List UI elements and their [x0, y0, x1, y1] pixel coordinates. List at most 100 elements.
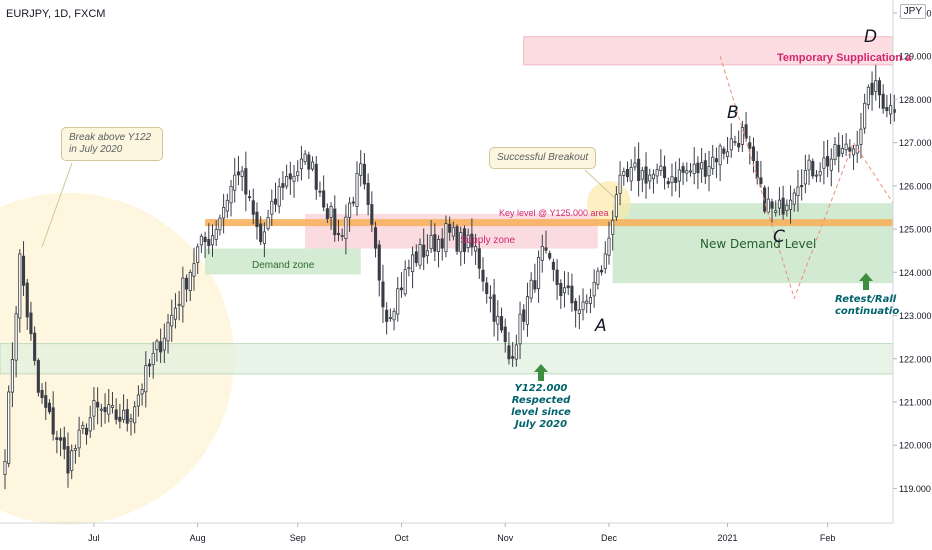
- candle-bull: [225, 199, 229, 212]
- candle-bull: [670, 176, 674, 184]
- candle-bull: [310, 161, 315, 170]
- candle-bull: [529, 279, 533, 299]
- candle-bull: [270, 200, 274, 215]
- candle-bear: [288, 173, 292, 180]
- candle-bull: [581, 301, 585, 311]
- candle-bear: [448, 223, 452, 233]
- candle-bull: [144, 365, 148, 393]
- price-tick-label: 125.000: [899, 225, 932, 235]
- up-arrow-retest: [859, 273, 873, 290]
- candle-bull: [537, 257, 541, 290]
- candle-bull: [777, 199, 781, 209]
- candle-bear: [751, 146, 756, 161]
- candle-bear: [755, 161, 759, 179]
- candle-bear: [33, 332, 37, 361]
- candle-bear: [21, 255, 26, 286]
- price-tick-label: 123.000: [899, 311, 932, 321]
- candle-bull: [618, 174, 622, 194]
- price-tick-label: 128.000: [899, 95, 932, 105]
- breakout-callout: Successful Breakout: [489, 147, 597, 169]
- candle-bear: [125, 409, 129, 424]
- candle-bear: [366, 182, 370, 205]
- candle-bull: [411, 254, 415, 272]
- candle-bear: [185, 277, 189, 290]
- candle-bull: [733, 141, 737, 143]
- price-axis: 130.000129.000128.000127.000126.000125.0…: [892, 0, 932, 523]
- candle-bull: [788, 199, 793, 210]
- candle-bear: [481, 269, 485, 282]
- candle-bear: [322, 190, 326, 208]
- candle-bear: [637, 158, 641, 181]
- candle-bear: [811, 160, 815, 177]
- candle-bull: [796, 186, 800, 196]
- candle-bear: [462, 228, 467, 253]
- candle-bull: [151, 352, 155, 366]
- candle-bull: [229, 185, 233, 204]
- candle-bear: [800, 185, 804, 188]
- candle-bull: [525, 296, 530, 325]
- point-d-label: D: [864, 27, 878, 47]
- candle-bear: [281, 183, 285, 188]
- candle-bull: [711, 156, 715, 170]
- candle-bear: [885, 107, 889, 112]
- candle-bull: [466, 234, 470, 248]
- candle-bull: [170, 314, 174, 327]
- candle-bull: [863, 102, 867, 129]
- candle-bull: [729, 138, 733, 151]
- candle-bull: [262, 231, 266, 244]
- candle-bull: [348, 202, 352, 218]
- time-tick-label: Jul: [88, 533, 100, 543]
- candle-bear: [36, 360, 40, 393]
- point-b-label: B: [727, 103, 739, 123]
- candle-bull: [629, 167, 633, 182]
- candle-bull: [396, 288, 400, 315]
- candle-bear: [826, 156, 830, 167]
- candle-bear: [29, 312, 33, 335]
- price-tick-label: 122.000: [899, 354, 932, 364]
- candle-bear: [574, 300, 578, 311]
- candle-bull: [677, 169, 681, 182]
- candle-bull: [140, 389, 144, 395]
- candle-bull: [181, 277, 185, 307]
- candle-bull: [292, 175, 296, 182]
- candle-bull: [425, 250, 429, 257]
- candle-bear: [499, 316, 504, 331]
- time-axis: Jul Aug Sep Oct Nov Dec 2021 Feb: [0, 522, 893, 543]
- candle-bear: [84, 427, 89, 435]
- candle-bear: [492, 294, 496, 322]
- candle-bull: [355, 173, 359, 207]
- chart-title: EURJPY, 1D, FXCM: [6, 8, 106, 20]
- candle-bull: [10, 359, 14, 393]
- candle-bear: [203, 236, 207, 243]
- candle-bull: [688, 170, 693, 173]
- candle-bull: [488, 296, 492, 299]
- candle-bear: [570, 285, 574, 304]
- price-tick-label: 119.000: [899, 484, 931, 494]
- candle-bull: [418, 244, 422, 266]
- currency-badge[interactable]: JPY: [899, 4, 926, 19]
- candle-bear: [373, 227, 378, 249]
- candle-bear: [47, 402, 52, 413]
- key-level-label: Key level @ Y125.000 area: [499, 208, 609, 218]
- candle-bull: [107, 404, 111, 415]
- candle-bull: [607, 237, 611, 256]
- candle-bull: [603, 253, 607, 270]
- candle-bear: [103, 407, 107, 413]
- support-band-122: [0, 343, 894, 375]
- candle-bull: [233, 174, 237, 191]
- candle-bull: [518, 313, 522, 345]
- candle-bear: [385, 309, 389, 322]
- new-demand-label: New Demand Level: [700, 237, 817, 251]
- candle-bear: [381, 281, 385, 308]
- candle-bear: [600, 269, 604, 273]
- demand-zone-label: Demand zone: [252, 260, 315, 271]
- candle-bear: [159, 341, 163, 353]
- candle-bear: [433, 234, 437, 252]
- y122-note: Y122.000 Respected level since July 2020: [511, 383, 571, 430]
- demand-zone: [205, 248, 361, 275]
- up-arrow-y122: [534, 364, 548, 381]
- time-tick-label: Dec: [601, 533, 618, 543]
- new-demand-zone: [612, 203, 893, 284]
- candle-bull: [444, 223, 448, 253]
